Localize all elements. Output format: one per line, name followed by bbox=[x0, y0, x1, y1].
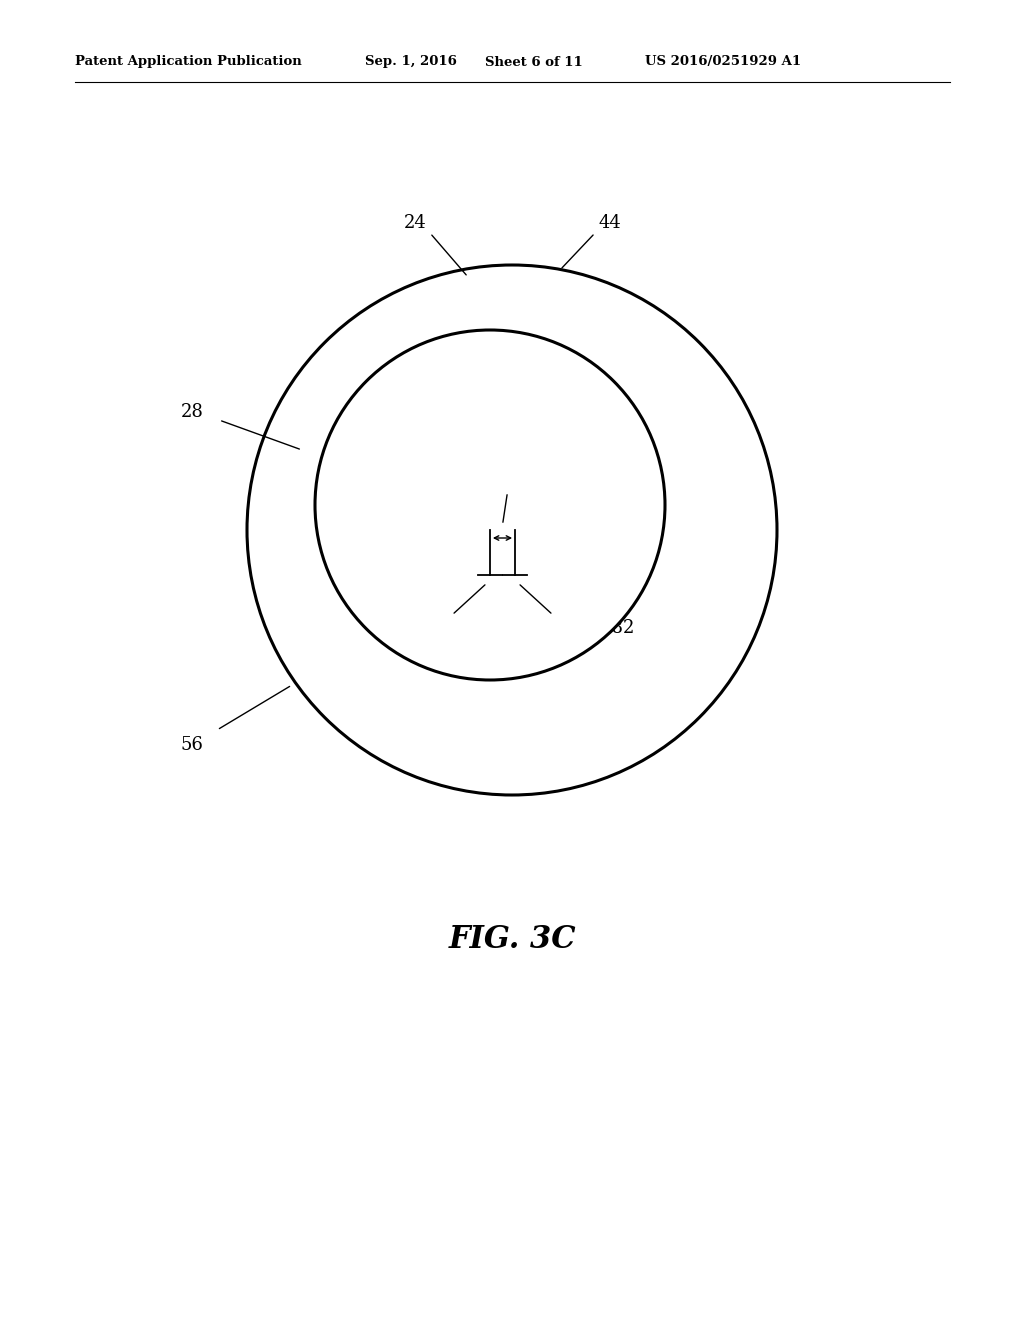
Text: 24: 24 bbox=[403, 214, 426, 232]
Text: Patent Application Publication: Patent Application Publication bbox=[75, 55, 302, 69]
Text: 80,81,82: 80,81,82 bbox=[555, 618, 635, 636]
Text: 28: 28 bbox=[180, 403, 204, 421]
Text: Sep. 1, 2016: Sep. 1, 2016 bbox=[365, 55, 457, 69]
Text: 56: 56 bbox=[180, 737, 204, 754]
Text: FIG. 3C: FIG. 3C bbox=[449, 924, 575, 956]
Text: US 2016/0251929 A1: US 2016/0251929 A1 bbox=[645, 55, 801, 69]
Text: 44: 44 bbox=[599, 214, 622, 232]
Circle shape bbox=[315, 330, 665, 680]
Text: 86: 86 bbox=[499, 469, 522, 487]
Text: 84: 84 bbox=[424, 618, 446, 636]
Circle shape bbox=[247, 265, 777, 795]
Text: Sheet 6 of 11: Sheet 6 of 11 bbox=[485, 55, 583, 69]
